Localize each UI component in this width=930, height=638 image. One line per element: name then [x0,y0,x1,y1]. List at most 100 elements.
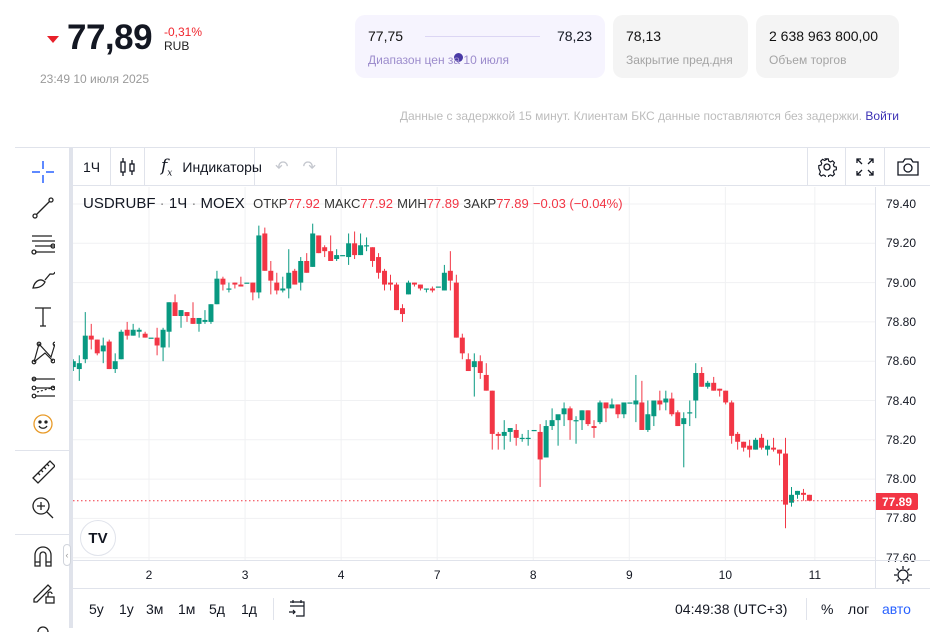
candle-body [286,272,292,289]
candle-body [148,337,154,339]
price-tick-label: 78.60 [886,354,917,369]
fullscreen-icon[interactable] [846,148,885,186]
candle-body [627,402,633,404]
candle-body [208,304,214,322]
lock-drawing-icon[interactable] [31,580,55,604]
legend-open: 77.92 [287,196,320,211]
candle-body [238,284,244,287]
chart-legend: USDRUBF · 1Ч · MOEX ОТКР77.92 МАКС77.92 … [83,195,623,212]
time-axis[interactable]: 2 3 4 7 8 9 10 11 [73,560,875,588]
tradingview-logo[interactable]: TV [80,520,116,556]
candle-body [94,339,100,354]
candle-body [806,494,812,501]
range-5y[interactable]: 5y [89,601,104,617]
legend-high: 77.92 [360,196,393,211]
toolbar-divider [15,534,69,535]
range-1y[interactable]: 1y [119,601,134,617]
ruler-icon[interactable] [31,460,55,484]
login-link[interactable]: Войти [865,109,899,123]
fib-lines-icon[interactable] [31,232,55,256]
trend-line-icon[interactable] [31,196,55,220]
time-tick-label: 7 [433,568,441,582]
candle-body [130,329,136,336]
candle-body [142,333,148,338]
price-tick-label: 78.20 [886,432,917,447]
crosshair-icon[interactable] [31,160,55,184]
candle-body [73,361,76,368]
clock-time[interactable]: 04:49:38 (UTC+3) [675,601,788,617]
undo-redo-group: ↶ ↷ [255,148,337,186]
candle-body [561,408,567,415]
current-price: 77,89 [67,18,153,57]
axis-settings-icon[interactable] [875,560,930,588]
day-range-card: 77,75 78,23 Диапазон цен за 10 июля [355,15,605,78]
range-3m[interactable]: 3м [146,601,164,617]
legend-close-label: ЗАКР [463,196,497,211]
undo-icon[interactable]: ↶ [275,159,289,176]
candle-body [465,359,471,372]
prev-close-card: 78,13 Закрытие пред.дня [613,15,748,78]
prev-close-value: 78,13 [626,28,662,44]
range-5d[interactable]: 5д [209,601,225,617]
candle-body [292,270,298,285]
candle-body [280,288,286,291]
indicators-button[interactable]: fx Индикаторы [145,148,262,186]
candle-body [495,433,501,436]
collapse-toolbar-button[interactable]: ‹ [63,544,71,566]
candles-icon[interactable] [111,148,145,186]
candle-body [124,329,130,336]
candle-body [501,431,507,436]
candle-body [447,270,453,281]
time-tick-label: 9 [625,568,633,582]
range-1m[interactable]: 1м [178,601,196,617]
candle-body [393,284,399,311]
text-tool-icon[interactable] [31,304,55,328]
candle-body [579,410,585,421]
interval-button[interactable]: 1Ч [73,148,111,186]
candle-body [88,335,94,340]
chart-widget [15,147,930,628]
candle-body [735,433,741,442]
percent-toggle[interactable]: % [821,601,834,617]
range-1d[interactable]: 1д [241,601,257,617]
candle-body [172,302,178,317]
range-label: Диапазон цен за 10 июля [368,53,510,67]
time-tick-label: 4 [337,568,345,582]
legend-low-label: МИН [397,196,427,211]
candle-body [268,270,274,281]
zoom-in-icon[interactable] [31,496,55,520]
candlestick-chart[interactable] [73,187,875,560]
auto-toggle[interactable]: авто [882,601,911,617]
candle-body [310,233,316,267]
candle-body [405,282,411,295]
screenshot-camera-icon[interactable] [885,148,930,186]
candle-body [609,404,615,409]
magnet-icon[interactable] [31,544,55,568]
brush-icon[interactable] [31,268,55,292]
more-tools-icon[interactable] [31,614,55,638]
candle-body [112,361,118,370]
legend-interval: 1Ч [168,195,188,212]
emoji-icon[interactable] [31,412,55,436]
candle-body [441,272,447,291]
candle-body [358,245,364,256]
log-toggle[interactable]: лог [848,601,870,617]
settings-icon[interactable] [807,148,846,186]
candle-body [226,288,232,290]
candle-body [585,410,591,425]
candle-body [244,282,250,284]
candle-body [334,255,340,260]
go-to-date-icon[interactable] [288,599,306,620]
price-change-percent: -0,31% [164,25,203,39]
prediction-icon[interactable] [31,376,55,400]
candle-body [717,388,723,391]
candle-body [531,429,537,432]
redo-icon[interactable]: ↷ [302,159,316,176]
indicators-label: Индикаторы [182,159,262,175]
candle-body [711,382,717,391]
candle-body [663,398,669,403]
candle-body [250,282,256,293]
candle-body [657,400,663,405]
price-axis[interactable]: 79.40 79.20 79.00 78.80 78.60 78.40 78.20 78.00… [875,187,930,565]
pattern-icon[interactable] [31,340,55,365]
